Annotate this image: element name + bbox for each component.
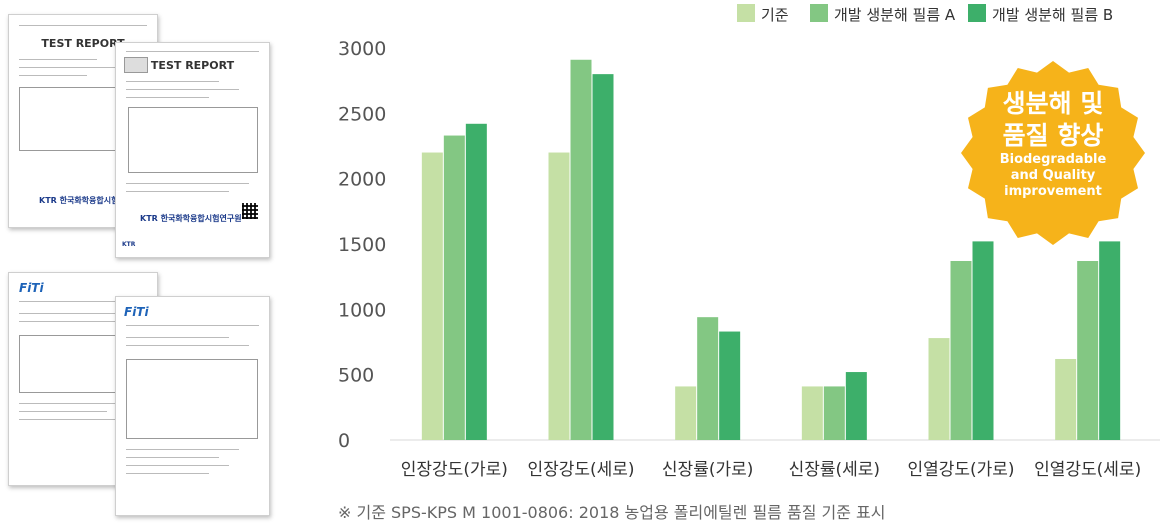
x-category-label: 인장강도(세로)	[527, 460, 634, 480]
y-tick-label: 1000	[338, 299, 386, 321]
badge-seal-icon	[961, 61, 1145, 245]
ktr-logo: KTR 한국화학융합시험연구원	[39, 196, 141, 205]
x-category-label: 인장강도(가로)	[401, 460, 508, 480]
legend-label: 기준	[761, 6, 789, 24]
badge-title-line2: 품질 향상	[1002, 121, 1104, 150]
badge-subtitle-line1: Biodegradable	[999, 152, 1107, 167]
fiti-logo: FiTi	[19, 281, 44, 295]
y-tick-label: 0	[338, 430, 350, 452]
bar-2-5	[1099, 241, 1121, 440]
bar-0-3	[801, 386, 823, 440]
bar-2-2	[719, 331, 741, 440]
bar-0-0	[421, 152, 443, 441]
test-report-title: TEST REPORT	[41, 37, 125, 50]
legend-label: 개발 생분해 필름 B	[992, 6, 1113, 24]
y-tick-label: 3000	[338, 38, 386, 60]
test-report-document-front: TEST REPORT KTR 한국화학융합시험연구원 KTR	[115, 42, 270, 258]
bar-0-4	[928, 338, 950, 440]
legend-swatch	[968, 4, 986, 22]
fiti-report-document-front: FiTi	[115, 296, 270, 516]
badge-subtitle-line3: improvement	[1004, 184, 1102, 199]
bar-1-4	[950, 260, 972, 440]
ktr-small-logo: KTR	[122, 241, 136, 248]
y-tick-label: 1500	[338, 234, 386, 256]
bar-1-2	[697, 317, 719, 440]
bar-2-0	[465, 123, 487, 440]
badge-subtitle-line2: and Quality	[1010, 168, 1096, 183]
legend-label: 개발 생분해 필름 A	[834, 6, 956, 24]
legend-swatch	[810, 4, 828, 22]
ktr-logo: KTR 한국화학융합시험연구원	[140, 214, 242, 223]
y-tick-label: 2000	[338, 169, 386, 191]
bar-2-4	[972, 241, 994, 440]
bar-1-0	[443, 135, 465, 440]
bar-0-2	[675, 386, 697, 440]
x-category-label: 인열강도(가로)	[907, 460, 1014, 480]
bar-0-1	[548, 152, 570, 441]
y-tick-label: 2500	[338, 103, 386, 125]
badge-title-line1: 생분해 및	[1002, 89, 1104, 118]
fiti-logo: FiTi	[124, 305, 149, 319]
qr-code-icon	[242, 203, 258, 219]
x-category-label: 신장률(세로)	[789, 460, 880, 480]
y-tick-label: 500	[338, 365, 374, 387]
x-category-label: 인열강도(세로)	[1034, 460, 1141, 480]
standard-footnote: ※ 기준 SPS-KPS M 1001-0806: 2018 농업용 폴리에틸렌…	[338, 503, 886, 522]
bar-1-1	[570, 59, 592, 440]
bar-1-5	[1077, 260, 1099, 440]
biodegradable-quality-badge: 생분해 및 품질 향상 Biodegradable and Quality im…	[956, 56, 1150, 250]
legend-swatch	[737, 4, 755, 22]
bar-1-3	[823, 386, 845, 440]
x-category-label: 신장률(가로)	[662, 460, 753, 480]
bar-0-5	[1055, 358, 1077, 440]
bar-2-1	[592, 74, 614, 440]
report-stamp	[124, 57, 148, 73]
test-report-title: TEST REPORT	[150, 59, 235, 72]
bar-2-3	[845, 372, 867, 440]
